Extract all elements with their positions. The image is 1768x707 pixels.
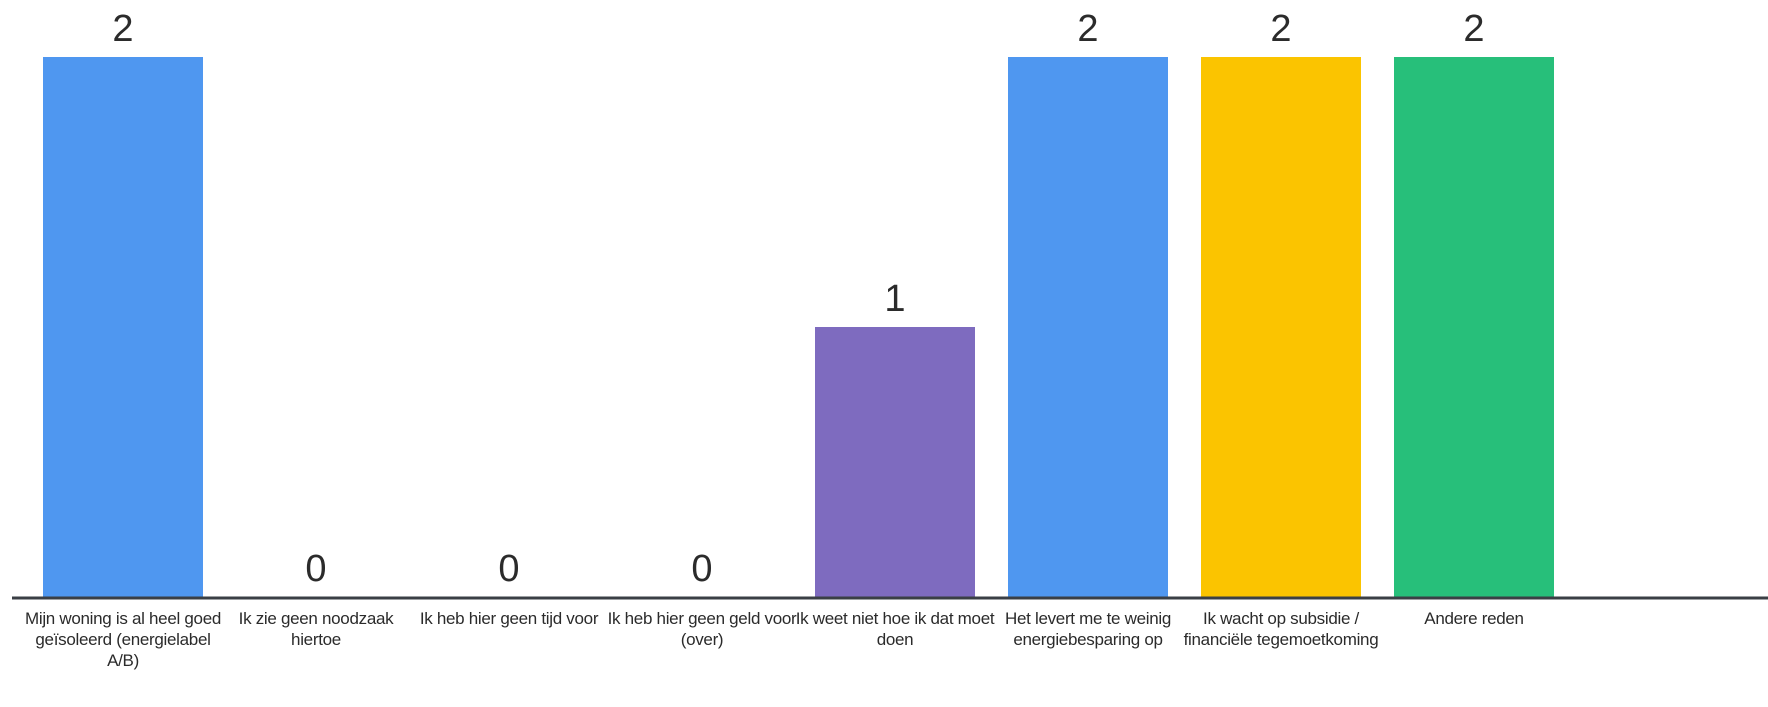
bar-7 — [1394, 57, 1554, 597]
x-tick-label-4: Ik weet niet hoe ik dat moet doen — [795, 608, 995, 650]
value-label-3: 0 — [691, 548, 712, 590]
x-tick-label-3: Ik heb hier geen geld voor (over) — [602, 608, 802, 650]
bars-layer — [43, 57, 1554, 597]
value-label-4: 1 — [884, 278, 905, 320]
x-tick-label-7: Andere reden — [1374, 608, 1574, 629]
bar-6 — [1201, 57, 1361, 597]
value-label-5: 2 — [1077, 8, 1098, 50]
x-tick-label-6: Ik wacht op subsidie / financiële tegemo… — [1181, 608, 1381, 650]
x-tick-label-2: Ik heb hier geen tijd voor — [409, 608, 609, 629]
x-tick-label-1: Ik zie geen noodzaak hiertoe — [216, 608, 416, 650]
x-tick-label-0: Mijn woning is al heel goed geïsoleerd (… — [23, 608, 223, 671]
x-tick-label-5: Het levert me te weinig energiebesparing… — [988, 608, 1188, 650]
value-label-0: 2 — [112, 8, 133, 50]
bar-5 — [1008, 57, 1168, 597]
bar-4 — [815, 327, 975, 597]
value-label-7: 2 — [1463, 8, 1484, 50]
value-label-1: 0 — [305, 548, 326, 590]
value-label-2: 0 — [498, 548, 519, 590]
bar-0 — [43, 57, 203, 597]
value-label-6: 2 — [1270, 8, 1291, 50]
